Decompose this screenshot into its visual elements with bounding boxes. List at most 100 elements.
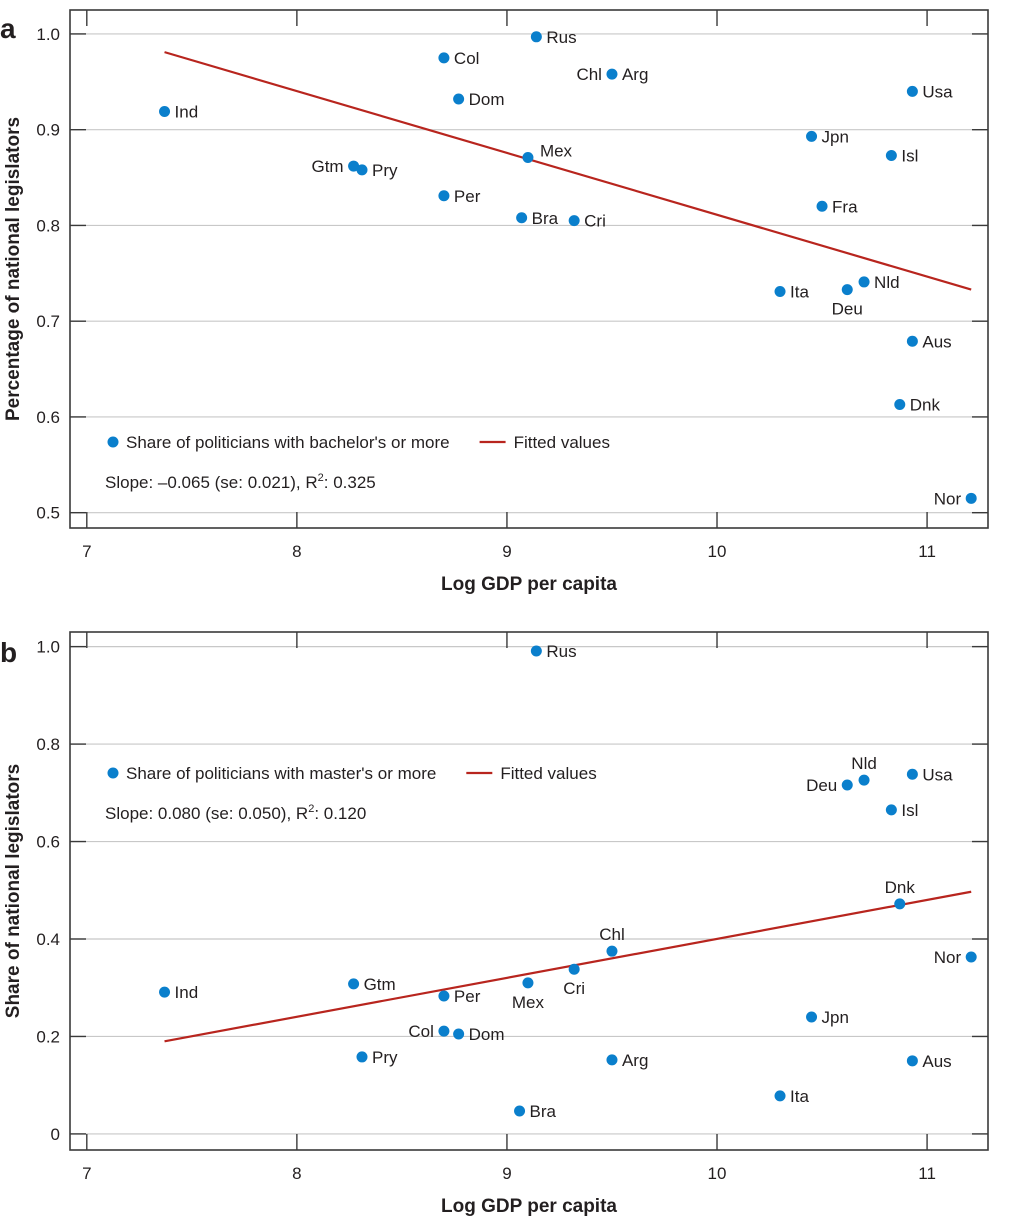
- data-point-mex: [522, 977, 534, 989]
- point-label: Dnk: [910, 395, 941, 414]
- data-point-dnk: [894, 898, 906, 910]
- point-label: Gtm: [311, 157, 343, 176]
- point-label: Deu: [832, 300, 863, 319]
- legend-point-marker: [107, 767, 119, 779]
- point-label: Arg: [622, 1051, 648, 1070]
- point-label: Cri: [584, 212, 606, 231]
- point-label: Usa: [922, 765, 953, 784]
- point-label: Cri: [563, 979, 585, 998]
- y-tick-label: 0.8: [36, 735, 60, 754]
- x-tick-label: 9: [502, 542, 511, 561]
- data-point-mex: [522, 151, 534, 163]
- data-point-bra: [516, 212, 528, 224]
- y-tick-label: 0.2: [36, 1027, 60, 1046]
- point-label: Col: [408, 1022, 434, 1041]
- data-point-ind: [159, 986, 171, 998]
- point-label: Bra: [530, 1102, 557, 1121]
- y-tick-label: 0.9: [36, 121, 60, 140]
- point-label: Isl: [901, 801, 918, 820]
- data-point-nor: [965, 951, 977, 963]
- data-point-nld: [858, 774, 870, 786]
- data-point-dom: [453, 1028, 465, 1040]
- y-tick-label: 0: [51, 1125, 60, 1144]
- legend-fit-label: Fitted values: [514, 433, 610, 452]
- point-label: Ita: [790, 1087, 809, 1106]
- point-label: Ind: [175, 983, 199, 1002]
- point-label: Bra: [532, 209, 559, 228]
- point-label: Isl: [901, 147, 918, 166]
- point-label: Aus: [922, 332, 951, 351]
- axis-ticks: 0.5 0.6 0.7 0.8 0.9 1.0 7 8 9 10 11: [36, 10, 988, 561]
- data-point-col: [438, 1025, 450, 1037]
- x-tick-label: 8: [292, 1164, 301, 1183]
- y-tick-label: 0.6: [36, 833, 60, 852]
- y-tick-label: 1.0: [36, 25, 60, 44]
- grid-lines: [70, 646, 988, 1135]
- point-label: Arg: [622, 65, 648, 84]
- y-tick-label: 0.7: [36, 312, 60, 331]
- data-point-usa: [906, 85, 918, 97]
- point-label: Chl: [599, 925, 625, 944]
- point-label: Nor: [934, 948, 962, 967]
- data-point-col: [438, 52, 450, 64]
- point-label: Pry: [372, 1048, 398, 1067]
- data-point-gtm: [348, 160, 360, 172]
- point-label: Nld: [851, 754, 877, 773]
- point-label: Dom: [469, 1025, 505, 1044]
- data-point-ita: [774, 1090, 786, 1102]
- x-tick-label: 7: [82, 542, 91, 561]
- panel-letter-a: a: [0, 13, 16, 44]
- x-tick-label: 9: [502, 1164, 511, 1183]
- point-label: Col: [454, 49, 480, 68]
- y-axis-title: Share of national legislators: [3, 764, 24, 1018]
- point-label: Usa: [922, 82, 953, 101]
- point-label: Mex: [512, 993, 545, 1012]
- grid-lines: [70, 33, 988, 514]
- point-label: Nor: [934, 489, 962, 508]
- x-tick-label: 10: [708, 542, 727, 561]
- point-label: Fra: [832, 197, 858, 216]
- data-point-jpn: [806, 1011, 818, 1023]
- data-point-usa: [906, 768, 918, 780]
- data-point-ind: [159, 105, 171, 117]
- fitted-line: [164, 890, 972, 1043]
- data-points: [159, 645, 977, 1117]
- point-label: Deu: [806, 776, 837, 795]
- fit-line-group: [164, 890, 972, 1043]
- point-label: Per: [454, 187, 481, 206]
- plot-frame: [69, 631, 989, 1151]
- legend: Share of politicians with bachelor's or …: [105, 433, 610, 492]
- data-point-deu: [841, 779, 853, 791]
- slope-annotation: Slope: 0.080 (se: 0.050), R2: 0.120: [105, 803, 366, 823]
- point-label: Dnk: [885, 878, 916, 897]
- data-point-rus: [530, 645, 542, 657]
- data-point-rus: [530, 31, 542, 43]
- panel-letter-b: b: [0, 637, 17, 668]
- point-label: Chl: [576, 65, 602, 84]
- data-point-isl: [885, 804, 897, 816]
- point-label: Gtm: [364, 975, 396, 994]
- point-label: Aus: [922, 1052, 951, 1071]
- data-point-chl: [606, 945, 618, 957]
- x-axis-title: Log GDP per capita: [441, 1196, 617, 1217]
- point-label: Jpn: [822, 1008, 849, 1027]
- data-point-deu: [841, 284, 853, 296]
- plot-frame: [69, 9, 989, 529]
- data-point-gtm: [348, 978, 360, 990]
- x-tick-label: 7: [82, 1164, 91, 1183]
- data-point-aus: [906, 1055, 918, 1067]
- point-label: Jpn: [822, 127, 849, 146]
- data-point-dnk: [894, 398, 906, 410]
- data-point-arg: [606, 1054, 618, 1066]
- x-tick-label: 8: [292, 542, 301, 561]
- legend-fit-label: Fitted values: [500, 764, 596, 783]
- fitted-line: [164, 51, 972, 291]
- point-label: Mex: [540, 141, 573, 160]
- legend: Share of politicians with master's or mo…: [105, 764, 597, 823]
- x-tick-label: 11: [918, 542, 936, 561]
- data-point-jpn: [806, 130, 818, 142]
